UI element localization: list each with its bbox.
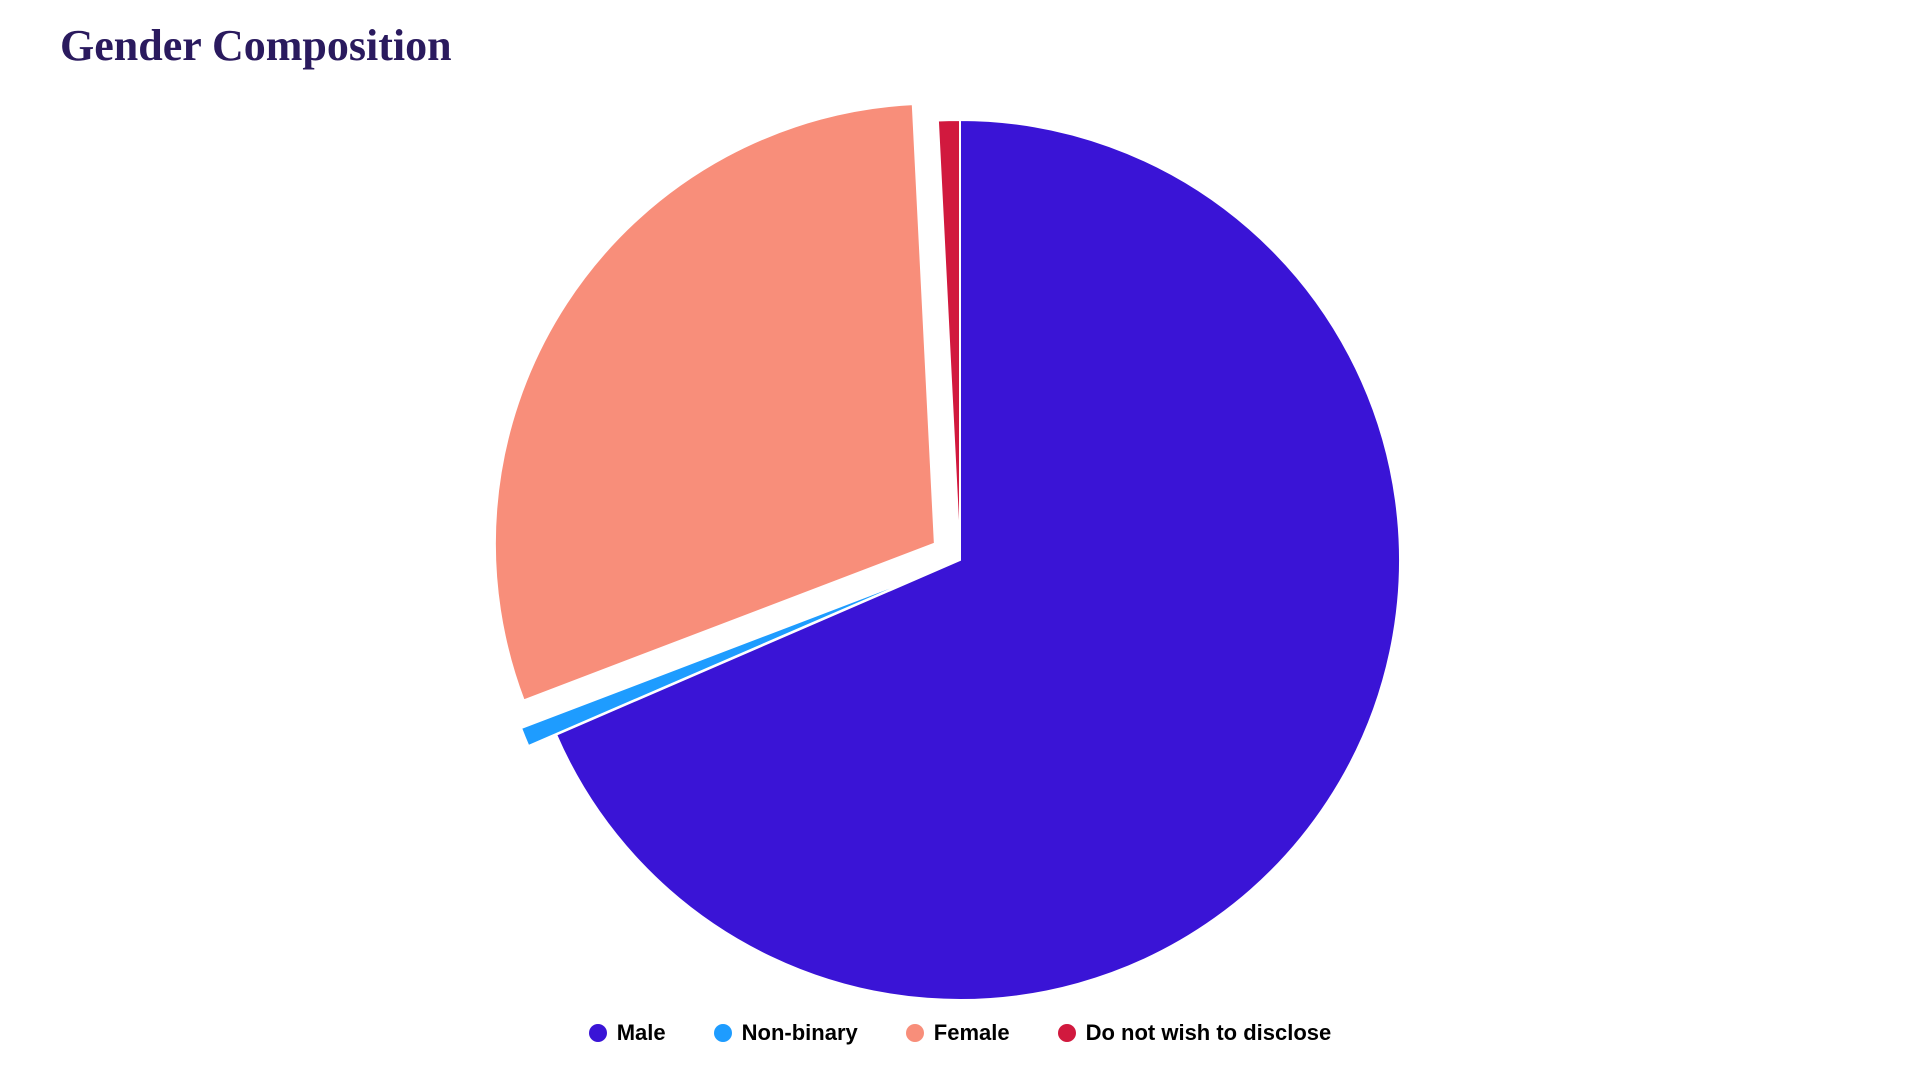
chart-legend: Male Non-binary Female Do not wish to discl… (0, 1020, 1920, 1046)
legend-swatch-female (906, 1024, 924, 1042)
pie-chart (486, 86, 1434, 1034)
legend-swatch-male (589, 1024, 607, 1042)
legend-label-nonbinary: Non-binary (742, 1020, 858, 1046)
legend-item-male: Male (589, 1020, 666, 1046)
legend-item-female: Female (906, 1020, 1010, 1046)
legend-swatch-undisclosed (1058, 1024, 1076, 1042)
pie-chart-container (0, 86, 1920, 1034)
legend-swatch-nonbinary (714, 1024, 732, 1042)
legend-label-undisclosed: Do not wish to disclose (1086, 1020, 1332, 1046)
legend-item-undisclosed: Do not wish to disclose (1058, 1020, 1332, 1046)
legend-item-nonbinary: Non-binary (714, 1020, 858, 1046)
chart-title: Gender Composition (60, 20, 452, 71)
pie-slice-undisclosed (938, 120, 960, 560)
legend-label-male: Male (617, 1020, 666, 1046)
legend-label-female: Female (934, 1020, 1010, 1046)
